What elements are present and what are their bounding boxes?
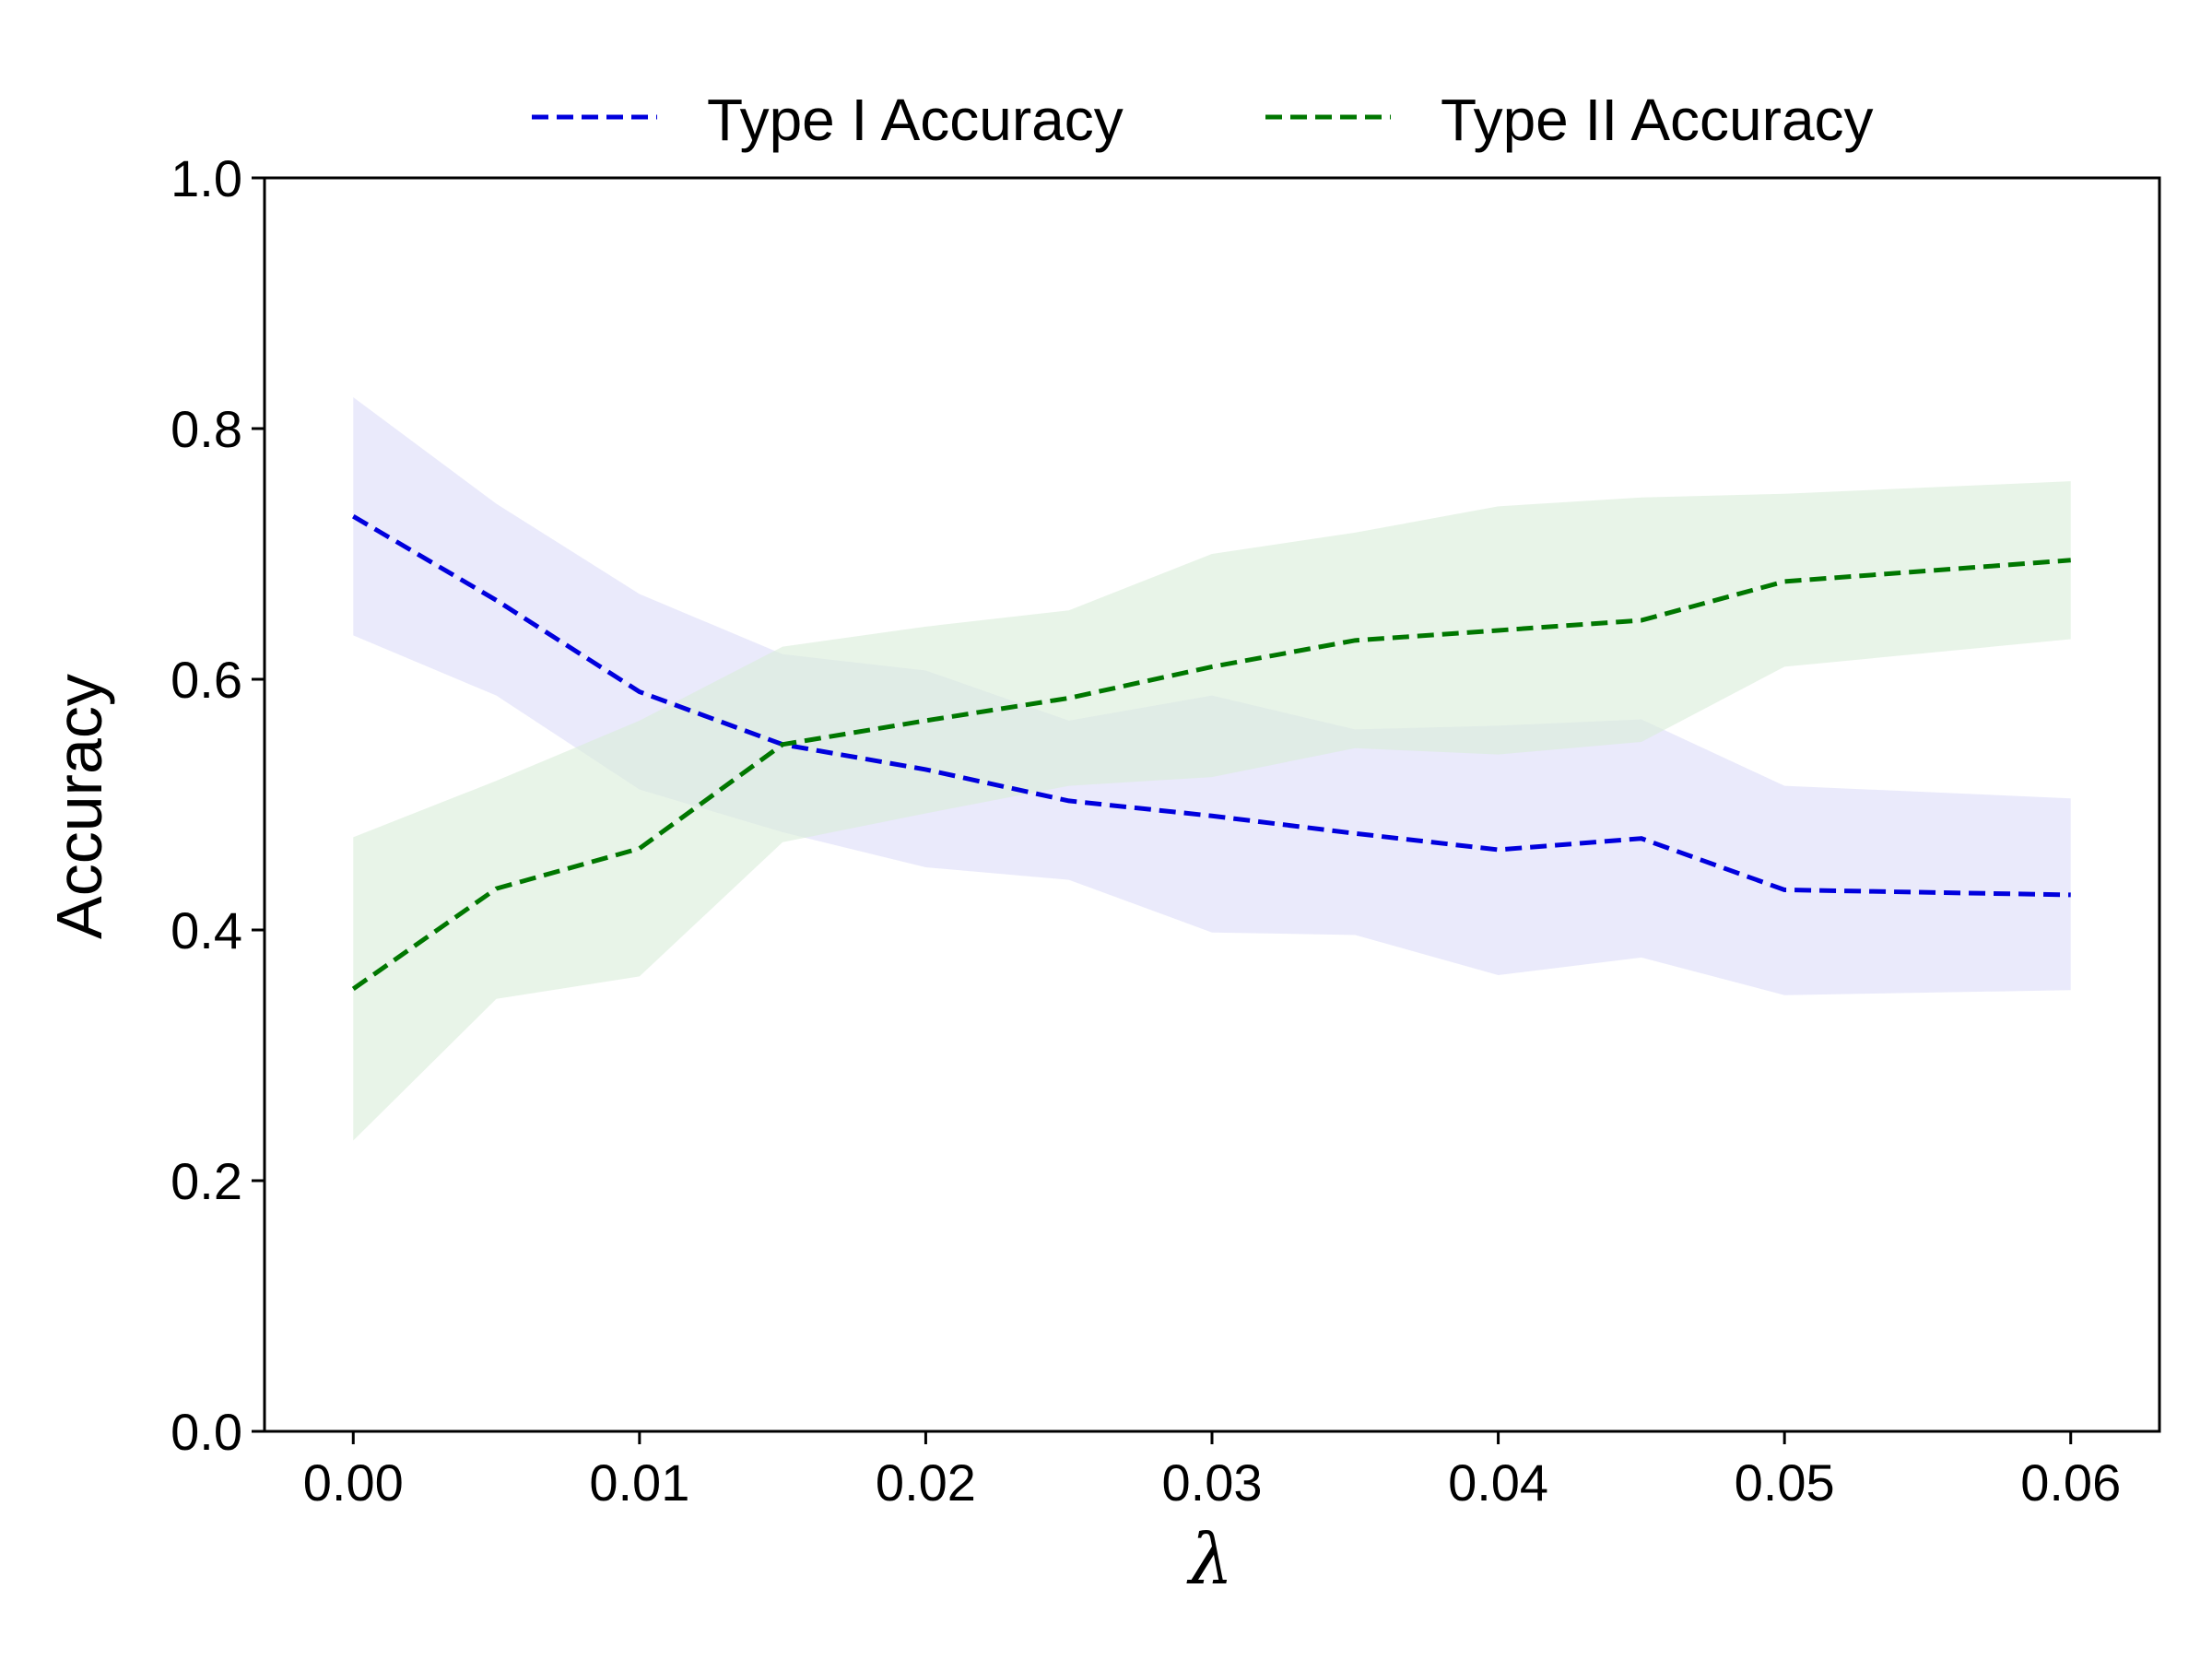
x-tick-label: 0.02 [876, 1453, 976, 1512]
y-axis-label: Accuracy [43, 674, 115, 939]
x-tick-label: 0.03 [1162, 1453, 1263, 1512]
x-tick-label: 0.05 [1735, 1453, 1835, 1512]
y-tick-label: 0.6 [171, 651, 242, 709]
y-tick-label: 0.8 [171, 400, 242, 458]
y-tick-label: 0.4 [171, 901, 242, 959]
x-tick-label: 0.06 [2020, 1453, 2121, 1512]
line-series-2 [351, 558, 2071, 991]
legend-label-series-1: Type I Accuracy [707, 87, 1124, 153]
y-axis-ticks: 0.0 0.2 0.4 0.6 0.8 1.0 [171, 149, 265, 1461]
confidence-bands [353, 397, 2071, 1141]
x-tick-label: 0.00 [303, 1453, 404, 1512]
line-series-1 [352, 514, 2071, 898]
y-tick-label: 1.0 [171, 149, 242, 207]
band-series-2 [353, 481, 2071, 1141]
x-axis-ticks: 0.00 0.01 0.02 0.03 0.04 0.05 0.06 [303, 1431, 2121, 1512]
x-tick-label: 0.01 [589, 1453, 689, 1512]
y-tick-label: 0.0 [171, 1403, 242, 1461]
x-tick-label: 0.04 [1448, 1453, 1548, 1512]
y-tick-label: 0.2 [171, 1152, 242, 1210]
x-axis-label: λ [1186, 1518, 1233, 1600]
legend-label-series-2: Type II Accuracy [1441, 87, 1874, 153]
legend: Type I Accuracy Type II Accuracy [532, 87, 1874, 153]
series-lines [351, 514, 2071, 991]
